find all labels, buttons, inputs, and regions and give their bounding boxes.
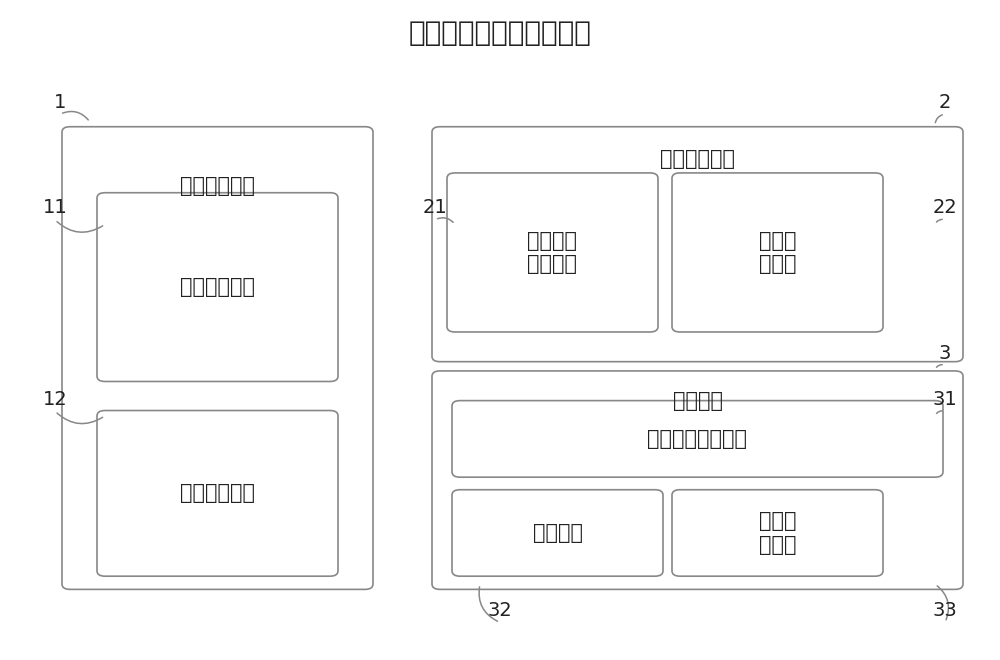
Text: 计算模块: 计算模块 (532, 523, 582, 543)
Text: 33: 33 (933, 601, 957, 620)
FancyBboxPatch shape (452, 490, 663, 576)
Text: 信息采集模块: 信息采集模块 (180, 277, 255, 297)
FancyBboxPatch shape (62, 127, 373, 589)
Text: 网络拓扑单元: 网络拓扑单元 (660, 149, 735, 169)
FancyBboxPatch shape (672, 490, 883, 576)
Text: 32: 32 (488, 601, 512, 620)
Text: 第一信息
接收模块: 第一信息 接收模块 (528, 231, 578, 274)
Text: 计算单元: 计算单元 (672, 391, 722, 411)
Text: 12: 12 (43, 390, 67, 409)
Text: 信息采集单元: 信息采集单元 (180, 176, 255, 196)
Text: 21: 21 (423, 199, 447, 217)
Text: 故障判
断模块: 故障判 断模块 (759, 512, 796, 554)
FancyBboxPatch shape (452, 401, 943, 477)
FancyBboxPatch shape (432, 371, 963, 589)
Text: 1: 1 (54, 93, 66, 112)
Text: 22: 22 (933, 199, 957, 217)
FancyBboxPatch shape (672, 173, 883, 332)
FancyBboxPatch shape (447, 173, 658, 332)
Text: 2: 2 (939, 93, 951, 112)
FancyBboxPatch shape (97, 193, 338, 381)
Text: 3: 3 (939, 344, 951, 362)
Text: 网络拓
扑模块: 网络拓 扑模块 (759, 231, 796, 274)
Text: 11: 11 (43, 199, 67, 217)
Text: 信息发射模块: 信息发射模块 (180, 483, 255, 504)
Text: 配电网短路故障定位系统: 配电网短路故障定位系统 (409, 19, 591, 47)
Text: 31: 31 (933, 390, 957, 409)
FancyBboxPatch shape (97, 411, 338, 576)
Text: 第二信息接收模块: 第二信息接收模块 (648, 429, 748, 449)
FancyBboxPatch shape (432, 127, 963, 362)
